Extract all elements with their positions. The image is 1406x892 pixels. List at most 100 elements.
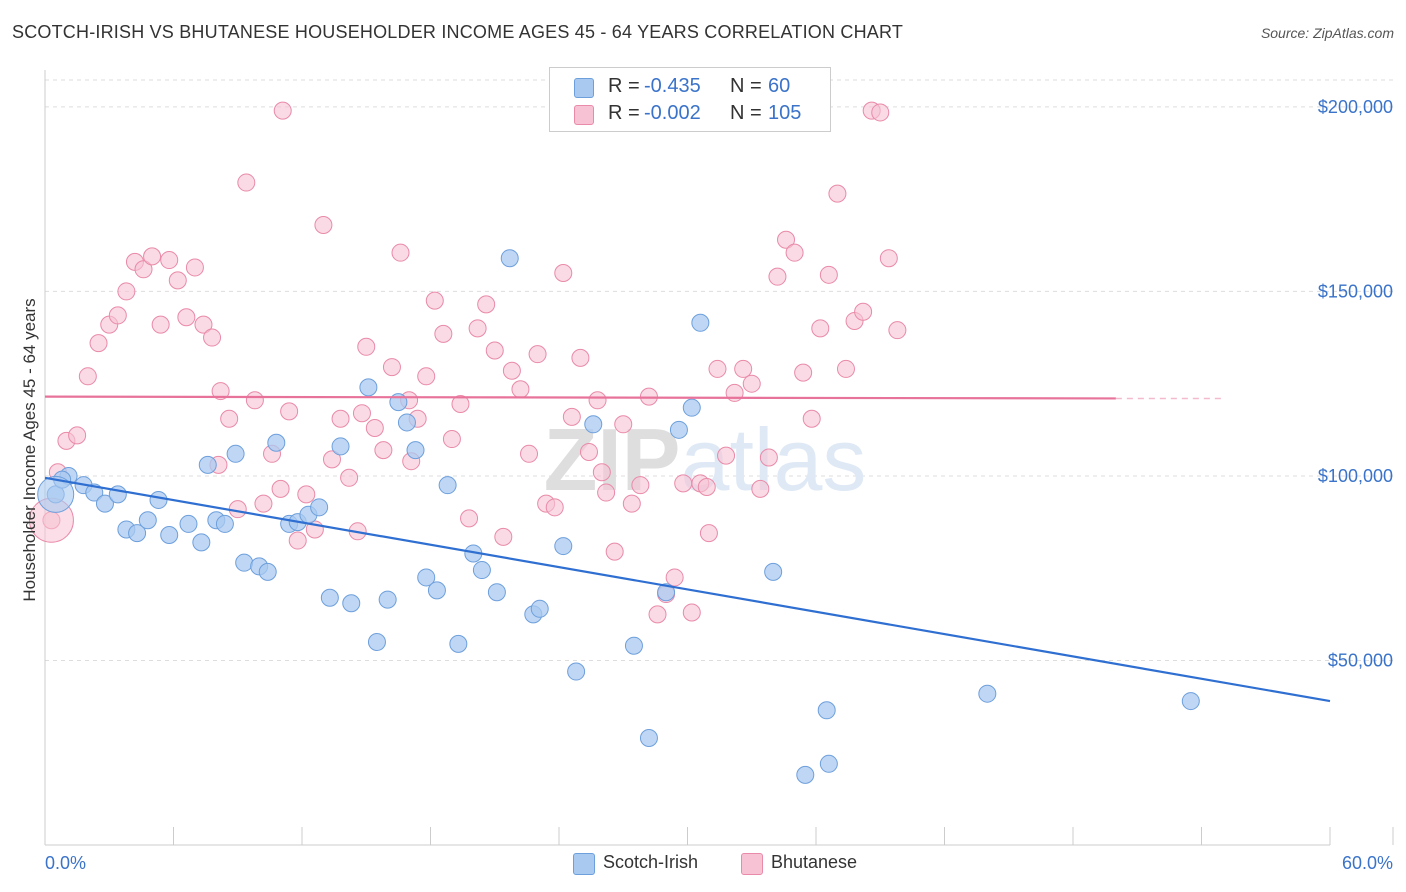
- scotch-irish-point: [320, 588, 339, 607]
- scotch-irish-point: [128, 524, 147, 543]
- bhutanese-points: [28, 101, 907, 624]
- scotch-irish-point: [310, 498, 329, 517]
- legend-r-label: R =: [608, 75, 640, 97]
- bhutanese-point: [708, 359, 727, 378]
- axes: [44, 70, 1394, 846]
- scotch-irish-point: [378, 590, 397, 609]
- bhutanese-point: [417, 367, 436, 386]
- y-tick-label: $50,000: [1328, 650, 1393, 670]
- bhutanese-point: [168, 271, 187, 290]
- bhutanese-point: [211, 382, 230, 401]
- scotch-irish-point: [198, 455, 217, 474]
- bhutanese-point: [322, 450, 341, 469]
- bhutanese-point: [382, 358, 401, 377]
- bhutanese-point: [794, 363, 813, 382]
- bhutanese-point: [777, 230, 796, 249]
- bhutanese-point: [374, 441, 393, 460]
- bhutanese-point: [220, 409, 239, 428]
- scotch-irish-point: [639, 728, 658, 747]
- bhutanese-point: [434, 324, 453, 343]
- source-label: Source: ZipAtlas.com: [1260, 25, 1394, 41]
- scotch-irish-point: [342, 594, 361, 613]
- scotch-irish-point: [438, 476, 457, 495]
- scotch-irish-point: [427, 581, 446, 600]
- bhutanese-point: [134, 260, 153, 279]
- bhutanese-point: [203, 328, 222, 347]
- bhutanese-point: [682, 603, 701, 622]
- bhutanese-point: [194, 315, 213, 334]
- bhutanese-point: [554, 263, 573, 282]
- bhutanese-point: [245, 391, 264, 410]
- scotch-irish-point: [624, 636, 643, 655]
- bhutanese-point: [442, 430, 461, 449]
- legend-r-value: -0.435: [644, 75, 701, 97]
- scotch-irish-point: [817, 701, 836, 720]
- legend-swatch-pink: [574, 105, 594, 125]
- bhutanese-point: [545, 498, 564, 517]
- bhutanese-point: [871, 103, 890, 122]
- bhutanese-point: [592, 463, 611, 482]
- bhutanese-point: [365, 418, 384, 437]
- bhutanese-point: [605, 542, 624, 561]
- legend-n-label: N =: [730, 102, 762, 124]
- bhutanese-point: [502, 361, 521, 380]
- bhutanese-point: [477, 295, 496, 314]
- scotch-irish-point: [397, 413, 416, 432]
- bhutanese-point: [888, 321, 907, 340]
- scotch-irish-point: [235, 553, 254, 572]
- scotch-irish-point: [764, 562, 783, 581]
- bhutanese-point: [177, 308, 196, 327]
- y-tick-label: $200,000: [1318, 97, 1393, 117]
- bhutanese-point: [631, 476, 650, 495]
- bhutanese-point: [836, 359, 855, 378]
- legend-n-label: N =: [730, 75, 762, 97]
- scotch-irish-point: [215, 514, 234, 533]
- bhutanese-point: [425, 291, 444, 310]
- bhutanese-point: [254, 494, 273, 513]
- legend-r-label: R =: [608, 102, 640, 124]
- bhutanese-point: [485, 341, 504, 360]
- bhutanese-point: [340, 468, 359, 487]
- bhutanese-point: [562, 407, 581, 426]
- bottom-legend-label: Scotch-Irish: [603, 852, 699, 872]
- bhutanese-point: [143, 247, 162, 266]
- bhutanese-point: [314, 216, 333, 234]
- bhutanese-point: [237, 173, 256, 192]
- scotch-irish-point: [179, 514, 198, 533]
- bhutanese-point: [391, 243, 410, 262]
- bottom-swatch-pink: [741, 853, 763, 875]
- scotch-irish-point: [192, 533, 211, 552]
- bhutanese-point: [108, 306, 127, 325]
- bhutanese-point: [151, 315, 170, 334]
- scotch-irish-point: [138, 511, 157, 530]
- correlation-legend: R = -0.435 N = 60 R = -0.002 N = 105: [549, 67, 831, 132]
- x-tick-label-left: 0.0%: [45, 853, 86, 873]
- scotch-irish-point: [258, 562, 277, 581]
- bottom-legend-label: Bhutanese: [771, 852, 858, 872]
- y-tick-label: $150,000: [1318, 281, 1393, 301]
- bhutanese-point: [819, 265, 838, 284]
- x-tick-label-right: 60.0%: [1342, 853, 1393, 873]
- scotch-irish-point: [530, 599, 549, 618]
- scotch-irish-point: [95, 494, 114, 513]
- scotch-irish-point: [406, 441, 425, 460]
- bhutanese-point: [331, 409, 350, 428]
- bhutanese-point: [280, 402, 299, 421]
- bhutanese-point: [89, 334, 108, 353]
- scotch-irish-point: [567, 662, 586, 681]
- bhutanese-point: [614, 415, 633, 434]
- scotch-irish-point: [500, 249, 519, 268]
- bhutanese-point: [717, 446, 736, 465]
- bottom-swatch-blue: [573, 853, 595, 875]
- bhutanese-point: [528, 345, 547, 364]
- scotch-irish-point: [226, 444, 245, 463]
- bhutanese-point: [597, 483, 616, 502]
- scotch-irish-point: [669, 420, 688, 439]
- bhutanese-point: [520, 444, 539, 463]
- bhutanese-point: [648, 605, 667, 624]
- bhutanese-point: [271, 479, 290, 498]
- bhutanese-point: [699, 524, 718, 543]
- bhutanese-point: [697, 478, 716, 497]
- legend-r-value: -0.002: [644, 102, 701, 124]
